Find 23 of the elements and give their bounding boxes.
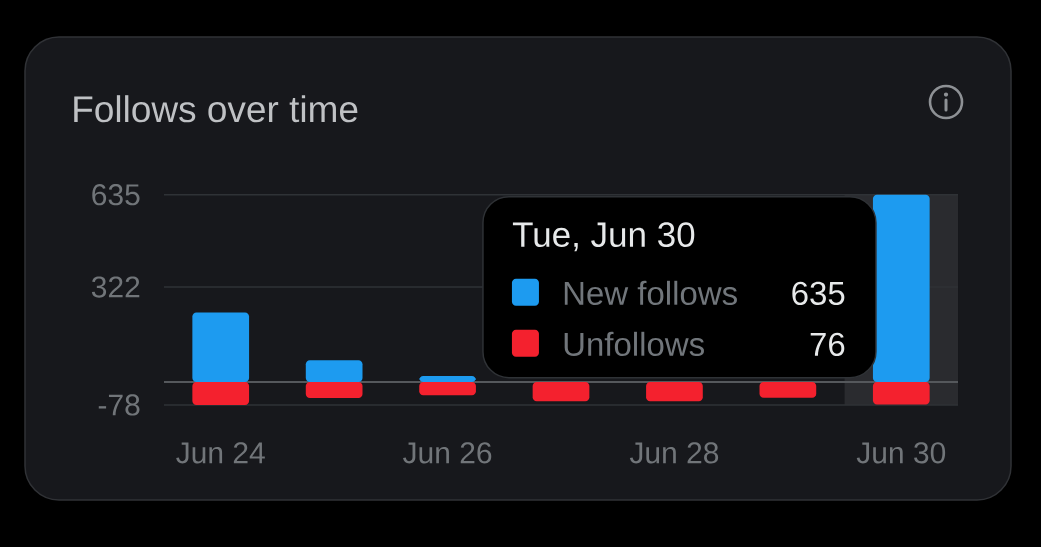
- x-tick-label: Jun 28: [629, 442, 719, 464]
- annotation: 635: [792, 281, 845, 306]
- legend-label: New follows: [564, 280, 737, 306]
- bar: [759, 381, 817, 398]
- chart-title: Follows over time: [74, 95, 358, 123]
- y-tick-label: 635: [92, 184, 140, 206]
- x-tick-label: Jun 24: [176, 442, 265, 464]
- legend-label: Unfollows: [564, 331, 704, 357]
- bar: [532, 381, 590, 402]
- bar: [419, 381, 476, 396]
- bar: [872, 381, 930, 405]
- bar: [646, 381, 703, 402]
- bar: [192, 312, 250, 382]
- annotation: 76: [810, 332, 845, 357]
- bar: [419, 376, 476, 382]
- legend-title: Tue, Jun 30: [512, 222, 695, 252]
- x-tick-label: Jun 26: [403, 442, 492, 464]
- y-tick-label: -78: [98, 394, 140, 416]
- bar: [192, 381, 250, 405]
- x-tick-label: Jun 30: [856, 442, 946, 464]
- y-tick-label: 322: [91, 276, 140, 298]
- bar: [305, 360, 363, 382]
- bar: [305, 381, 363, 398]
